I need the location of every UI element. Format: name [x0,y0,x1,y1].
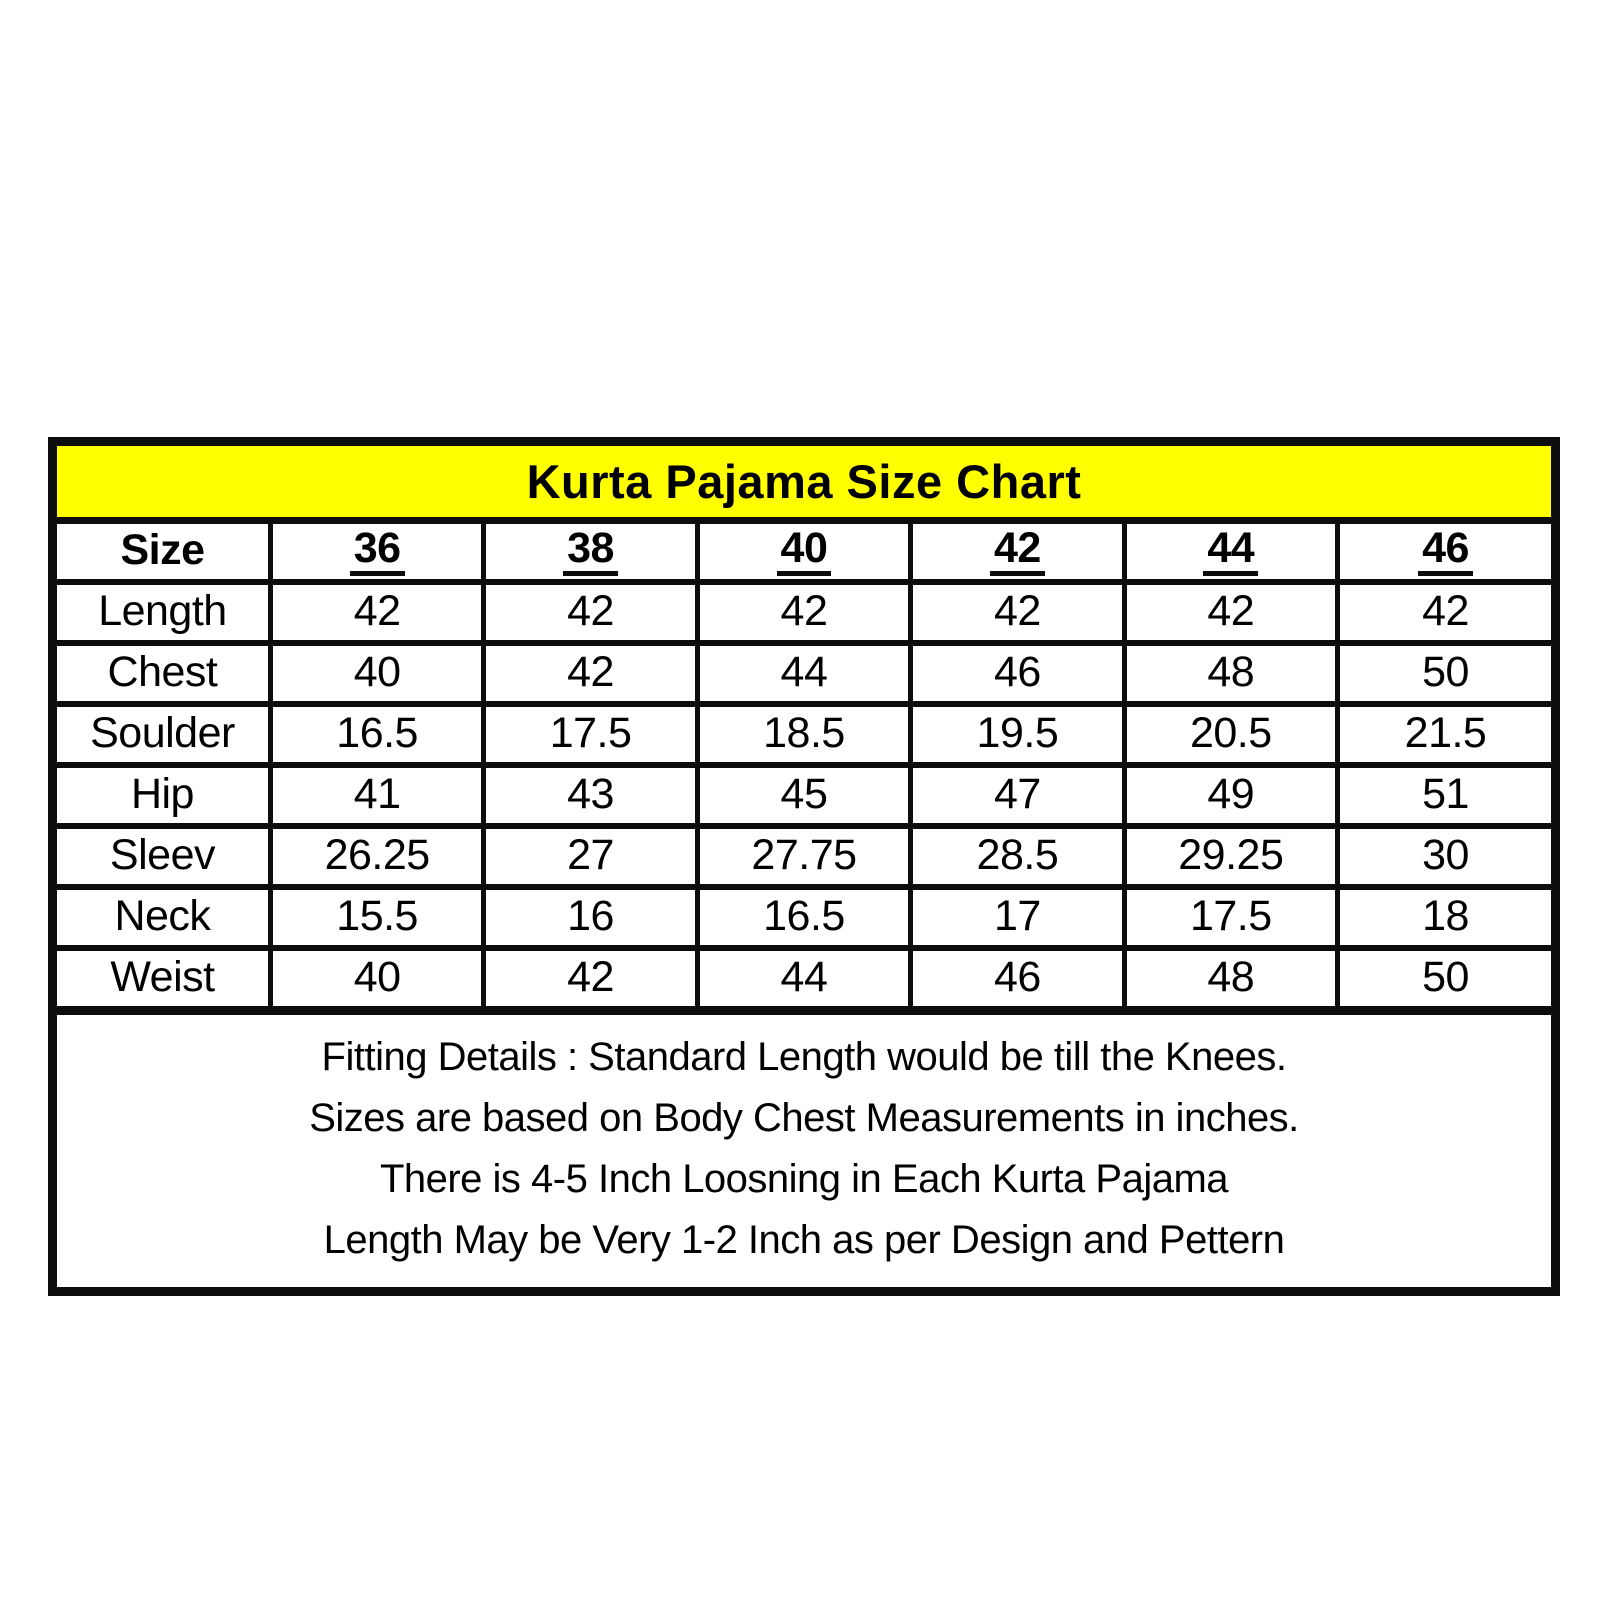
note-line: There is 4-5 Inch Loosning in Each Kurta… [379,1157,1229,1201]
column-header-label: 42 [989,530,1045,576]
size-value-cell: 16.5 [694,884,914,951]
column-header-label: 44 [1203,530,1259,576]
row-label: Chest [54,640,273,707]
size-value-cell: 45 [694,762,914,829]
size-value-cell: 48 [1121,640,1341,707]
size-value-cell: 27.75 [694,823,914,890]
table-row-weist: Weist 40 42 44 46 48 50 [54,945,1554,1009]
table-row-sleev: Sleev 26.25 27 27.75 28.5 29.25 30 [54,823,1554,890]
table-row-soulder: Soulder 16.5 17.5 18.5 19.5 20.5 21.5 [54,701,1554,768]
row-label: Neck [54,884,273,951]
header-cell-size: Size [54,521,273,585]
note-line: Fitting Details : Standard Length would … [321,1035,1287,1079]
table-row-hip: Hip 41 43 45 47 49 51 [54,762,1554,829]
size-value-cell: 26.25 [267,823,487,890]
row-label: Hip [54,762,273,829]
size-value-cell: 28.5 [908,823,1127,890]
column-header-44: 44 [1121,521,1341,585]
size-value-cell: 46 [908,640,1127,707]
size-value-cell: 30 [1335,823,1554,890]
table-row-chest: Chest 40 42 44 46 48 50 [54,640,1554,707]
column-header-label: 46 [1418,530,1473,576]
fitting-notes: Fitting Details : Standard Length would … [57,1006,1551,1287]
size-value-cell: 19.5 [908,701,1127,768]
size-chart: Kurta Pajama Size Chart Size 36 38 40 42… [48,437,1560,1296]
size-value-cell: 15.5 [267,884,487,951]
size-value-cell: 48 [1121,945,1341,1009]
size-value-cell: 17.5 [481,701,700,768]
size-value-cell: 17 [908,884,1127,951]
column-header-40: 40 [694,521,914,585]
table-row-length: Length 42 42 42 42 42 42 [54,579,1554,646]
size-value-cell: 40 [267,945,487,1009]
size-value-cell: 27 [481,823,700,890]
size-value-cell: 42 [481,945,700,1009]
column-header-label: 36 [349,530,405,576]
column-header-label: 40 [776,530,832,576]
size-value-cell: 42 [267,579,487,646]
size-value-cell: 42 [908,579,1127,646]
row-label: Weist [54,945,273,1009]
table-row-neck: Neck 15.5 16 16.5 17 17.5 18 [54,884,1554,951]
column-header-label: 38 [563,530,618,576]
size-value-cell: 16.5 [267,701,487,768]
size-value-cell: 18 [1335,884,1554,951]
chart-title: Kurta Pajama Size Chart [57,446,1551,524]
size-value-cell: 44 [694,945,914,1009]
size-value-cell: 50 [1335,945,1554,1009]
column-header-36: 36 [267,521,487,585]
size-value-cell: 42 [694,579,914,646]
size-value-cell: 41 [267,762,487,829]
size-value-cell: 42 [481,640,700,707]
size-value-cell: 16 [481,884,700,951]
size-value-cell: 17.5 [1121,884,1341,951]
size-value-cell: 18.5 [694,701,914,768]
table-header: Size 36 38 40 42 44 46 [54,521,1554,585]
size-value-cell: 44 [694,640,914,707]
size-table: Size 36 38 40 42 44 46 Length 42 42 42 4… [54,521,1554,1009]
size-value-cell: 50 [1335,640,1554,707]
size-value-cell: 51 [1335,762,1554,829]
note-line: Sizes are based on Body Chest Measuremen… [309,1096,1299,1140]
note-line: Length May be Very 1-2 Inch as per Desig… [323,1218,1285,1262]
column-header-46: 46 [1335,521,1554,585]
row-label: Sleev [54,823,273,890]
size-value-cell: 43 [481,762,700,829]
header-row: Size 36 38 40 42 44 46 [54,521,1554,585]
size-value-cell: 46 [908,945,1127,1009]
table-body: Length 42 42 42 42 42 42 Chest 40 42 44 … [54,579,1554,1009]
size-value-cell: 42 [481,579,700,646]
size-value-cell: 40 [267,640,487,707]
size-value-cell: 47 [908,762,1127,829]
size-value-cell: 42 [1335,579,1554,646]
row-label: Soulder [54,701,273,768]
row-label: Length [54,579,273,646]
size-value-cell: 29.25 [1121,823,1341,890]
column-header-38: 38 [481,521,700,585]
size-value-cell: 20.5 [1121,701,1341,768]
size-value-cell: 42 [1121,579,1341,646]
size-value-cell: 21.5 [1335,701,1554,768]
size-value-cell: 49 [1121,762,1341,829]
column-header-42: 42 [908,521,1127,585]
